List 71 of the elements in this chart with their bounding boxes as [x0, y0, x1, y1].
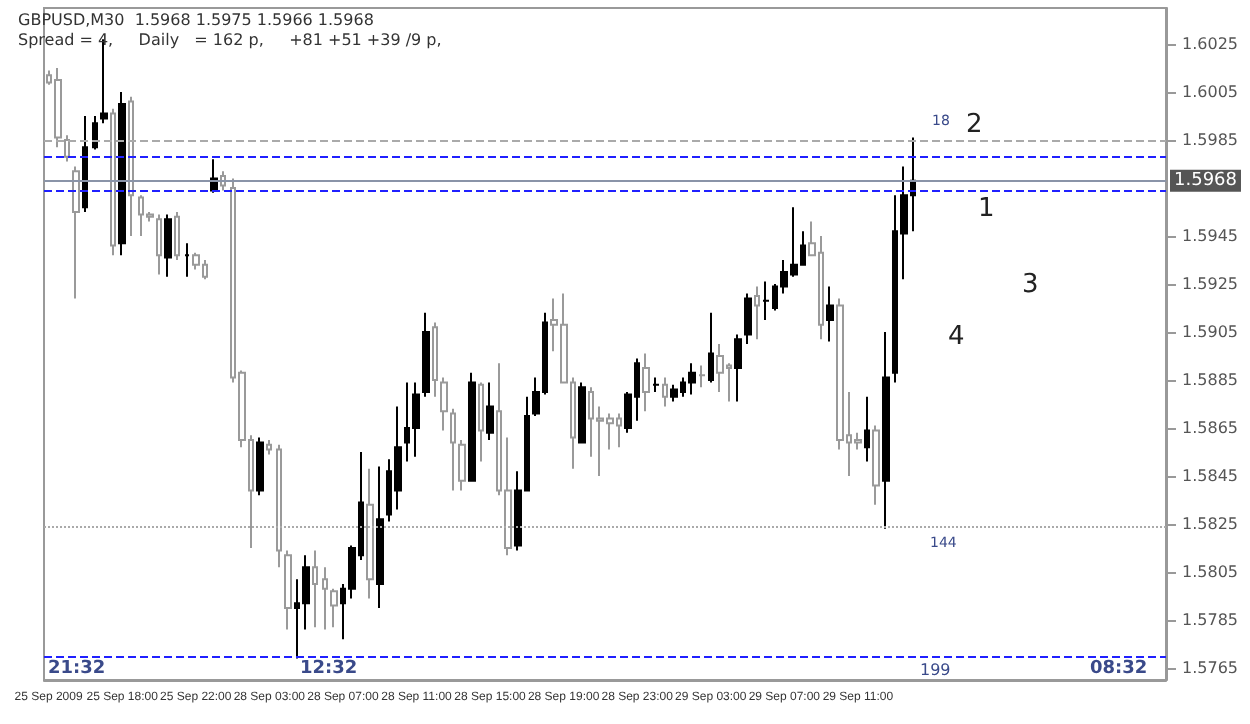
annotation: 12:32: [300, 659, 358, 679]
candlestick: [276, 443, 282, 569]
y-tick-label: 1.5805: [1182, 563, 1238, 581]
candlestick: [468, 371, 476, 482]
candlestick: [708, 311, 714, 384]
annotation: 2: [966, 110, 983, 140]
y-tick-label: 1.5945: [1182, 227, 1238, 245]
candlestick: [478, 381, 484, 463]
candlestick: [698, 364, 706, 389]
candlestick: [92, 115, 98, 151]
candlestick: [422, 311, 430, 398]
candlestick: [882, 331, 890, 530]
candlestick: [754, 285, 760, 341]
candlestick: [440, 376, 448, 432]
y-tick-label: 1.5845: [1182, 467, 1238, 485]
candlestick: [652, 376, 660, 393]
y-tick-label: 1.5765: [1182, 659, 1238, 677]
annotation: 21:32: [48, 659, 106, 679]
y-tick-label: 1.6005: [1182, 83, 1238, 101]
y-tick-label: 1.5905: [1182, 323, 1238, 341]
annotation: 08:32: [1090, 659, 1148, 679]
candlestick: [174, 211, 180, 261]
candlestick: [744, 292, 752, 345]
candlestick: [312, 549, 318, 629]
y-tick-label: 1.5865: [1182, 419, 1238, 437]
annotation: 1: [978, 194, 995, 224]
candlestick: [670, 383, 678, 403]
ref-line-label: 1.5968: [1174, 170, 1238, 191]
candlestick: [826, 285, 834, 343]
candlestick: [366, 467, 374, 600]
candlestick: [82, 115, 88, 213]
candlestick: [110, 107, 116, 257]
candlestick: [642, 352, 650, 413]
candlestick: [266, 439, 272, 456]
candlestick: [762, 280, 770, 321]
candlestick: [864, 395, 870, 463]
candlestick: [734, 333, 742, 403]
y-tick-label: 1.5885: [1182, 371, 1238, 389]
candlestick: [164, 213, 172, 278]
candlestick: [72, 165, 80, 300]
candlestick: [156, 213, 162, 276]
candlestick: [458, 439, 466, 492]
annotation: 4: [948, 322, 965, 352]
candlestick: [118, 91, 126, 257]
candlestick: [432, 321, 438, 398]
candlestick: [128, 95, 134, 237]
y-tick-label: 1.6025: [1182, 35, 1238, 53]
candlestick: [376, 465, 384, 609]
candlestick: [322, 566, 328, 631]
annotation: 3: [1022, 270, 1039, 300]
candlestick: [486, 381, 494, 441]
y-tick-label: 1.5925: [1182, 275, 1238, 293]
y-tick-label: 1.5825: [1182, 515, 1238, 533]
chart-title: GBPUSD,M30 1.5968 1.5975 1.5966 1.5968: [18, 11, 374, 29]
candlestick: [662, 376, 668, 408]
candlestick: [412, 381, 420, 458]
y-tick-label: 1.5785: [1182, 611, 1238, 629]
candlestick: [256, 436, 264, 497]
y-tick-label: 1.5985: [1182, 131, 1238, 149]
candlestick: [54, 67, 62, 149]
annotation: 199: [920, 661, 951, 679]
candlestick: [64, 134, 70, 163]
candlestick: [578, 381, 586, 444]
text: Spread = 4, Daily = 162 p, +81 +51 +39 /9 p,: [18, 31, 442, 49]
candlestick: [872, 424, 880, 506]
candlestick: [184, 242, 190, 278]
candlestick: [284, 549, 292, 631]
candlestick: [192, 251, 200, 271]
candlestick: [450, 407, 456, 492]
candlestick: [330, 587, 338, 629]
candlestick: [688, 362, 696, 396]
